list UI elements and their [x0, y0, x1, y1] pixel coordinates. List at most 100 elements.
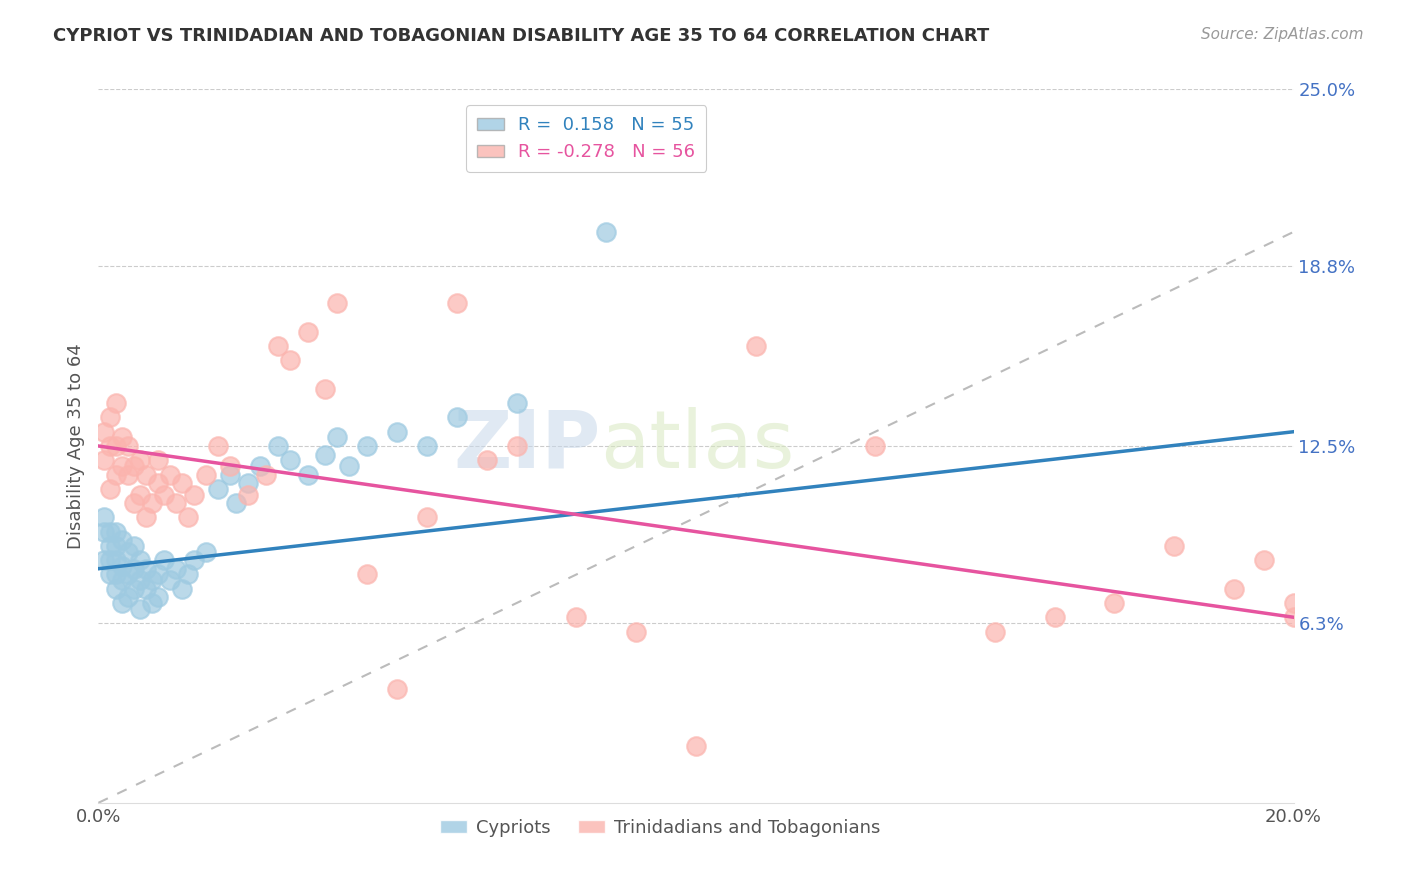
Point — [195, 544, 218, 558]
Point — [177, 510, 200, 524]
Point — [385, 681, 409, 696]
Point — [254, 467, 277, 482]
Point — [117, 544, 139, 558]
Point — [129, 573, 152, 587]
Point — [129, 453, 152, 467]
Point — [339, 458, 361, 473]
Point — [117, 567, 139, 582]
Point — [278, 453, 301, 467]
Point — [105, 467, 128, 482]
Point — [745, 339, 768, 353]
Point — [1253, 553, 1275, 567]
Point — [141, 496, 163, 510]
Point — [148, 453, 170, 467]
Point — [105, 524, 128, 539]
Point — [278, 353, 301, 368]
Point — [141, 573, 163, 587]
Point — [326, 430, 349, 444]
Point — [1223, 582, 1246, 596]
Point — [626, 624, 648, 639]
Point — [236, 476, 259, 491]
Point — [153, 487, 176, 501]
Point — [135, 562, 157, 576]
Point — [129, 601, 152, 615]
Point — [98, 524, 122, 539]
Point — [111, 458, 134, 473]
Point — [1104, 596, 1126, 610]
Point — [315, 448, 337, 462]
Point — [98, 410, 122, 425]
Point — [124, 458, 146, 473]
Point — [416, 439, 439, 453]
Point — [93, 453, 115, 467]
Point — [135, 510, 157, 524]
Point — [356, 439, 378, 453]
Point — [98, 482, 122, 496]
Point — [117, 439, 139, 453]
Point — [111, 573, 134, 587]
Point — [865, 439, 887, 453]
Point — [1282, 596, 1305, 610]
Point — [183, 553, 205, 567]
Point — [506, 396, 529, 410]
Point — [141, 596, 163, 610]
Point — [165, 496, 187, 510]
Point — [105, 439, 128, 453]
Point — [148, 476, 170, 491]
Point — [111, 430, 134, 444]
Point — [219, 467, 242, 482]
Text: CYPRIOT VS TRINIDADIAN AND TOBAGONIAN DISABILITY AGE 35 TO 64 CORRELATION CHART: CYPRIOT VS TRINIDADIAN AND TOBAGONIAN DI… — [53, 27, 990, 45]
Y-axis label: Disability Age 35 to 64: Disability Age 35 to 64 — [66, 343, 84, 549]
Point — [984, 624, 1007, 639]
Point — [105, 396, 128, 410]
Point — [172, 476, 194, 491]
Point — [129, 487, 152, 501]
Point — [105, 539, 128, 553]
Point — [117, 467, 139, 482]
Point — [595, 225, 617, 239]
Point — [195, 467, 218, 482]
Point — [565, 610, 588, 624]
Point — [165, 562, 187, 576]
Point — [111, 558, 134, 573]
Point — [105, 582, 128, 596]
Legend: Cypriots, Trinidadians and Tobagonians: Cypriots, Trinidadians and Tobagonians — [433, 812, 887, 844]
Point — [98, 553, 122, 567]
Point — [98, 539, 122, 553]
Point — [416, 510, 439, 524]
Point — [98, 439, 122, 453]
Point — [105, 553, 128, 567]
Point — [148, 591, 170, 605]
Point — [207, 482, 229, 496]
Point — [219, 458, 242, 473]
Point — [148, 567, 170, 582]
Point — [685, 739, 707, 753]
Point — [111, 533, 134, 548]
Point — [124, 582, 146, 596]
Point — [93, 510, 115, 524]
Point — [98, 567, 122, 582]
Point — [93, 425, 115, 439]
Point — [111, 596, 134, 610]
Text: ZIP: ZIP — [453, 407, 600, 485]
Point — [356, 567, 378, 582]
Point — [506, 439, 529, 453]
Point — [326, 296, 349, 310]
Point — [124, 562, 146, 576]
Point — [267, 339, 290, 353]
Point — [446, 410, 468, 425]
Point — [153, 553, 176, 567]
Point — [475, 453, 498, 467]
Point — [124, 539, 146, 553]
Point — [159, 573, 181, 587]
Point — [93, 524, 115, 539]
Point — [267, 439, 290, 453]
Point — [1043, 610, 1066, 624]
Point — [135, 467, 157, 482]
Text: atlas: atlas — [600, 407, 794, 485]
Point — [117, 591, 139, 605]
Point — [124, 496, 146, 510]
Point — [315, 382, 337, 396]
Point — [172, 582, 194, 596]
Point — [159, 467, 181, 482]
